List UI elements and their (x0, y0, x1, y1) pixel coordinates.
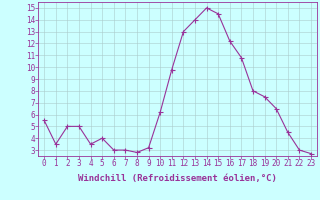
X-axis label: Windchill (Refroidissement éolien,°C): Windchill (Refroidissement éolien,°C) (78, 174, 277, 183)
